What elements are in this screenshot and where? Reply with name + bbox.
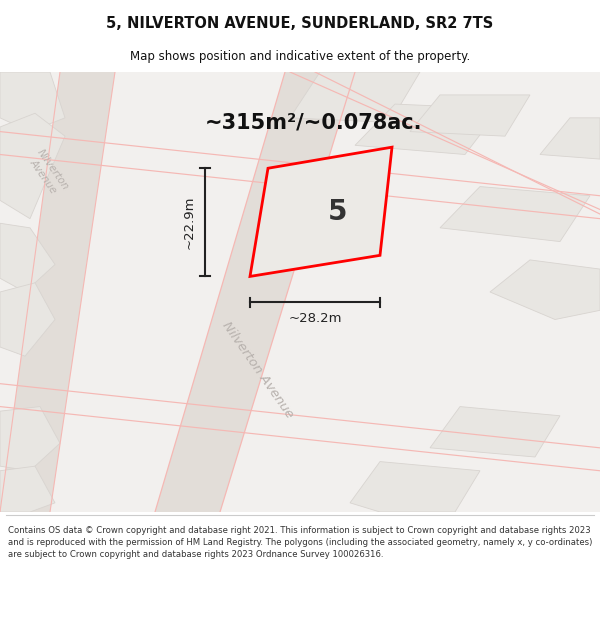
Text: Nilverton
Avenue: Nilverton Avenue [26, 148, 70, 198]
Polygon shape [0, 72, 115, 512]
Text: Contains OS data © Crown copyright and database right 2021. This information is : Contains OS data © Crown copyright and d… [8, 526, 592, 559]
Polygon shape [290, 72, 420, 122]
Text: 5, NILVERTON AVENUE, SUNDERLAND, SR2 7TS: 5, NILVERTON AVENUE, SUNDERLAND, SR2 7TS [106, 16, 494, 31]
Text: Nilverton Avenue: Nilverton Avenue [220, 319, 296, 421]
Polygon shape [410, 95, 530, 136]
Text: ~315m²/~0.078ac.: ~315m²/~0.078ac. [205, 112, 422, 132]
Text: ~28.2m: ~28.2m [288, 312, 342, 325]
Polygon shape [540, 118, 600, 159]
Polygon shape [0, 407, 60, 471]
Polygon shape [250, 147, 392, 276]
Text: Map shows position and indicative extent of the property.: Map shows position and indicative extent… [130, 49, 470, 62]
Polygon shape [350, 462, 480, 512]
Polygon shape [0, 72, 65, 132]
Polygon shape [0, 466, 55, 512]
Polygon shape [430, 407, 560, 457]
Polygon shape [155, 72, 355, 512]
Polygon shape [0, 223, 55, 292]
Polygon shape [490, 260, 600, 319]
Polygon shape [440, 187, 590, 242]
Polygon shape [0, 283, 55, 356]
Polygon shape [355, 104, 500, 154]
Polygon shape [0, 113, 65, 219]
Text: ~22.9m: ~22.9m [182, 196, 196, 249]
Text: 5: 5 [328, 198, 347, 226]
Polygon shape [0, 72, 600, 512]
